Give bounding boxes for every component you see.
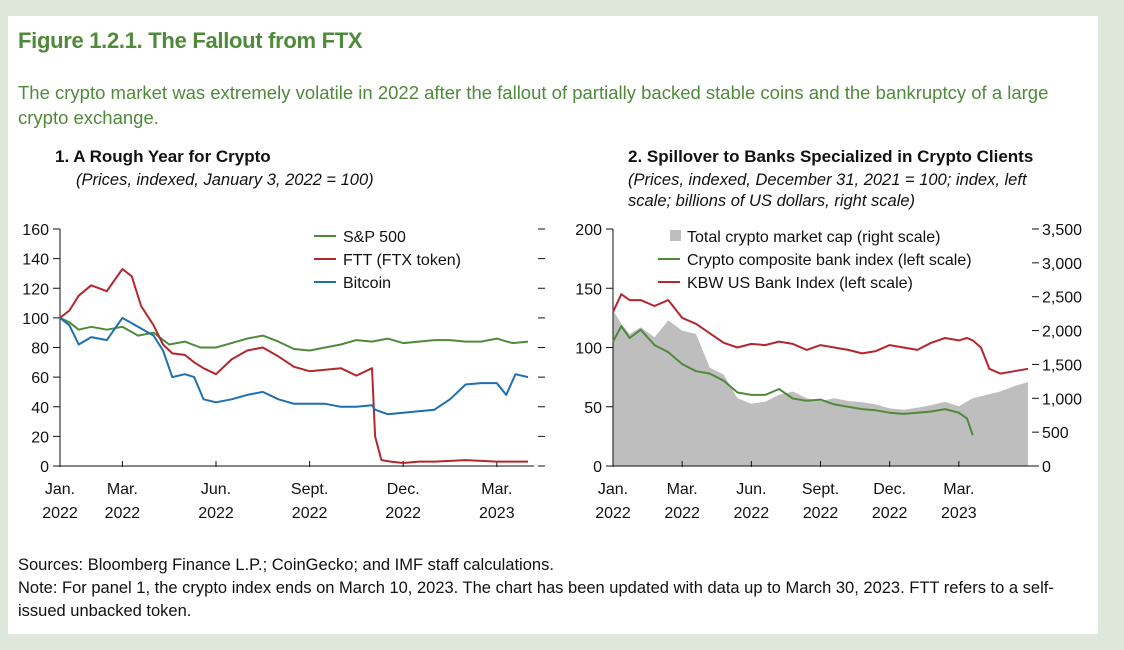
- chart2-subtitle: (Prices, indexed, December 31, 2021 = 10…: [628, 171, 1027, 210]
- chart2-x-tick-label-year: 2023: [941, 505, 977, 522]
- chart2-y-tick-label: 100: [575, 341, 602, 358]
- chart1-x-tick-label-year: 2022: [42, 505, 78, 522]
- chart1-x-tick-label: Jan.: [45, 481, 75, 498]
- chart2-x-tick-label: Sept.: [802, 481, 839, 498]
- chart2-y2-tick-label: 2,500: [1042, 290, 1082, 307]
- chart1-x-tick-label-year: 2023: [479, 505, 515, 522]
- chart2-y2-tick-label: 3,500: [1042, 222, 1082, 239]
- chart2-line-series-1: [612, 325, 974, 436]
- chart2-y2-tick-label: 1,000: [1042, 391, 1082, 408]
- chart1-line-series-2: [59, 316, 529, 416]
- chart2-y2-tick-label: 0: [1042, 459, 1051, 476]
- chart1-y-tick-label: 100: [22, 311, 49, 328]
- chart1-y-tick-label: 60: [31, 370, 49, 387]
- chart1-y-tick-label: 120: [22, 281, 49, 298]
- chart1-line-series-1: [59, 268, 528, 464]
- footer-sources: Sources: Bloomberg Finance L.P.; CoinGec…: [18, 556, 554, 574]
- chart2-y-tick-label: 50: [584, 400, 602, 417]
- chart2-y-tick-label: 150: [575, 281, 602, 298]
- chart1-y-tick-label: 0: [40, 459, 49, 476]
- chart1-line-series-0: [59, 316, 529, 352]
- chart2-x-tick-label-year: 2022: [803, 505, 839, 522]
- chart2-area-series-0: [613, 310, 1028, 466]
- chart2-x-tick-label: Dec.: [873, 481, 906, 498]
- chart1-x-tick-label-year: 2022: [105, 505, 141, 522]
- chart1-subtitle: (Prices, indexed, January 3, 2022 = 100): [76, 171, 374, 189]
- chart1-y-tick-label: 40: [31, 400, 49, 417]
- chart1-x-tick-label-year: 2022: [385, 505, 421, 522]
- chart1-x-tick-label: Jun.: [201, 481, 231, 498]
- chart2-y2-tick-label: 2,000: [1042, 324, 1082, 341]
- chart2-x-tick-label: Mar.: [667, 481, 698, 498]
- chart2-y-tick-label: 200: [575, 222, 602, 239]
- chart1-x-tick-label: Dec.: [387, 481, 420, 498]
- chart2-x-tick-label: Jun.: [736, 481, 766, 498]
- chart2-title: 2. Spillover to Banks Specialized in Cry…: [628, 147, 1034, 166]
- chart2-y2-tick-label: 500: [1042, 425, 1069, 442]
- chart2-x-tick-label-year: 2022: [872, 505, 908, 522]
- chart2-legend-label: Crypto composite bank index (left scale): [687, 252, 972, 269]
- figure-title: Figure 1.2.1. The Fallout from FTX: [18, 28, 363, 53]
- chart2-legend-swatch: [670, 230, 681, 241]
- chart2-x-tick-label: Jan.: [598, 481, 628, 498]
- chart1-y-tick-label: 140: [22, 252, 49, 269]
- chart2-x-tick-label-year: 2022: [664, 505, 700, 522]
- chart1-legend-label: FTT (FTX token): [343, 252, 461, 269]
- chart2-x-tick-label: Mar.: [943, 481, 974, 498]
- chart1-y-tick-label: 20: [31, 429, 49, 446]
- chart2-y2-tick-label: 3,000: [1042, 256, 1082, 273]
- chart2-y2-tick-label: 1,500: [1042, 357, 1082, 374]
- chart1-legend-label: Bitcoin: [343, 275, 391, 292]
- figure-panel: Figure 1.2.1. The Fallout from FTX The c…: [8, 16, 1098, 634]
- chart1-title: 1. A Rough Year for Crypto: [55, 147, 271, 166]
- chart1-x-tick-label-year: 2022: [198, 505, 234, 522]
- chart1-legend-label: S&P 500: [343, 229, 406, 246]
- chart1-x-tick-label: Mar.: [107, 481, 138, 498]
- chart1-y-tick-label: 80: [31, 341, 49, 358]
- footer-note: Note: For panel 1, the crypto index ends…: [18, 579, 1054, 620]
- chart2-x-tick-label-year: 2022: [734, 505, 770, 522]
- figure-footer: Sources: Bloomberg Finance L.P.; CoinGec…: [18, 554, 1093, 623]
- chart2-x-tick-label-year: 2022: [595, 505, 631, 522]
- chart1: 0 20 40 60 80 100 120 140 160 Jan. 2022 Mar. 2022 Jun…: [22, 222, 1082, 522]
- figure-subtitle: The crypto market was extremely volatile…: [18, 82, 1049, 128]
- chart1-y-tick-label: 160: [22, 222, 49, 239]
- chart1-x-tick-label: Mar.: [481, 481, 512, 498]
- chart2-legend-label: Total crypto market cap (right scale): [687, 229, 940, 246]
- chart2-line-series-2: [612, 293, 1029, 375]
- chart1-x-tick-label: Sept.: [291, 481, 328, 498]
- chart2-legend-label: KBW US Bank Index (left scale): [687, 275, 913, 292]
- chart1-x-tick-label-year: 2022: [292, 505, 328, 522]
- chart2-y-tick-label: 0: [593, 459, 602, 476]
